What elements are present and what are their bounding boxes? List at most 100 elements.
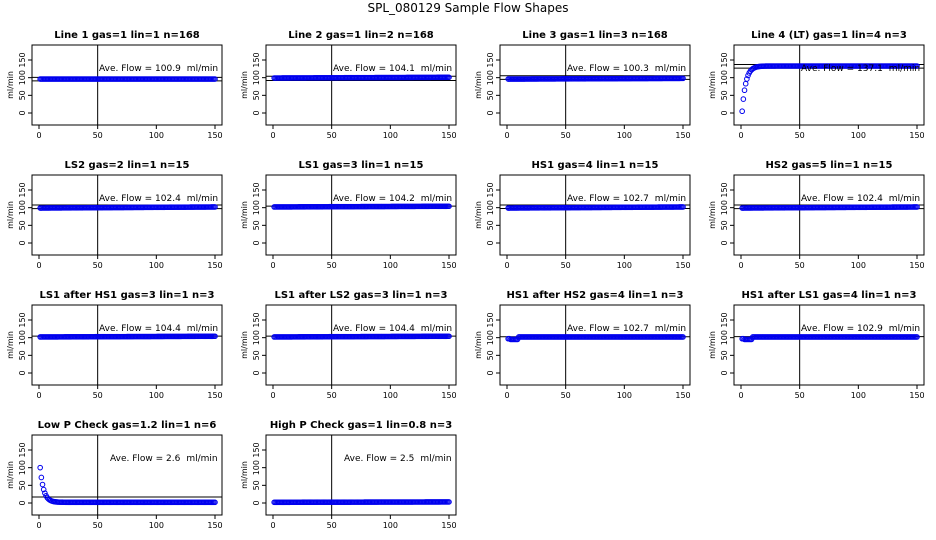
ave-flow-annotation: Ave. Flow = 102.9 ml/min (801, 324, 920, 334)
panel-title: LS1 after LS2 gas=3 lin=1 n=3 (274, 290, 447, 301)
ave-flow-unit: ml/min (889, 64, 920, 74)
data-series (505, 334, 686, 343)
y-tick-label: 150 (252, 442, 261, 457)
data-point (740, 96, 747, 102)
ave-flow-annotation: Ave. Flow = 104.1 ml/min (333, 64, 452, 74)
y-tick-label: 0 (486, 110, 495, 115)
x-tick-label: 0 (270, 131, 275, 140)
x-tick-label: 50 (561, 131, 571, 140)
panel-title: High P Check gas=1 lin=0.8 n=3 (270, 420, 452, 431)
ave-flow-value: 102.7 (623, 194, 649, 204)
data-series (37, 76, 218, 82)
y-axis-label: ml/min (708, 201, 717, 229)
y-tick-label: 150 (252, 182, 261, 197)
y-axis-label: ml/min (240, 461, 249, 489)
x-tick-label: 0 (504, 261, 509, 270)
y-tick-label: 50 (720, 90, 729, 100)
x-tick-label: 100 (617, 131, 632, 140)
ave-flow-unit: ml/min (421, 324, 452, 334)
panel-title: HS1 gas=4 lin=1 n=15 (532, 160, 659, 171)
data-point (742, 80, 749, 87)
y-tick-label: 100 (252, 70, 261, 85)
y-tick-label: 150 (18, 52, 27, 67)
chart-panel: Line 2 gas=1 lin=2 n=168 0 50 100 150 0 50 100 1… (240, 30, 457, 140)
ave-flow-unit: ml/min (187, 324, 218, 334)
plot-frame (265, 434, 457, 516)
x-tick-label: 0 (270, 261, 275, 270)
x-tick-label: 0 (36, 521, 41, 530)
y-tick-label: 100 (486, 200, 495, 215)
x-tick-label: 150 (909, 391, 924, 400)
y-tick-label: 0 (252, 240, 261, 245)
panel-title: Line 2 gas=1 lin=2 n=168 (288, 30, 434, 41)
ave-flow-annotation: Ave. Flow = 102.4 ml/min (801, 194, 920, 204)
panel-title: HS1 after HS2 gas=4 lin=1 n=3 (506, 290, 683, 301)
x-tick-label: 0 (504, 391, 509, 400)
x-tick-label: 50 (327, 391, 337, 400)
data-point (914, 334, 920, 340)
ave-flow-annotation: Ave. Flow = 2.5 ml/min (344, 454, 452, 464)
x-tick-label: 50 (795, 261, 805, 270)
y-tick-label: 150 (18, 182, 27, 197)
x-tick-label: 100 (851, 391, 866, 400)
data-series (739, 63, 920, 115)
x-tick-label: 150 (207, 131, 222, 140)
y-tick-label: 100 (18, 70, 27, 85)
panel-title: HS2 gas=5 lin=1 n=15 (766, 160, 893, 171)
panel-title: LS1 gas=3 lin=1 n=15 (299, 160, 424, 171)
y-tick-label: 0 (18, 500, 27, 505)
plot-frame (31, 174, 223, 256)
y-tick-label: 50 (486, 90, 495, 100)
chart-panel: Low P Check gas=1.2 lin=1 n=6 0 50 100 150 0 5… (6, 420, 223, 530)
x-tick-label: 150 (675, 131, 690, 140)
x-tick-label: 0 (36, 131, 41, 140)
data-point (739, 108, 745, 115)
x-tick-label: 0 (36, 391, 41, 400)
data-point (446, 203, 452, 210)
y-tick-label: 150 (720, 182, 729, 197)
ave-flow-annotation: Ave. Flow = 102.7 ml/min (567, 194, 686, 204)
x-tick-label: 100 (149, 261, 164, 270)
ave-flow-annotation: Ave. Flow = 137.1 ml/min (801, 64, 920, 74)
ave-flow-annotation: Ave. Flow = 102.4 ml/min (99, 194, 218, 204)
data-point (914, 204, 920, 210)
data-series (271, 203, 452, 210)
y-tick-label: 150 (720, 312, 729, 327)
y-tick-label: 50 (486, 350, 495, 360)
y-axis-label: ml/min (240, 71, 249, 99)
ave-flow-annotation: Ave. Flow = 100.9 ml/min (99, 64, 218, 74)
plot-frame (31, 44, 223, 126)
y-tick-label: 0 (486, 240, 495, 245)
y-tick-label: 50 (486, 220, 495, 230)
x-tick-label: 100 (149, 521, 164, 530)
chart-panel: Line 4 (LT) gas=1 lin=4 n=3 0 50 100 150 0 50 1… (708, 30, 925, 140)
x-tick-label: 50 (561, 261, 571, 270)
plot-frame (499, 174, 691, 256)
y-tick-label: 150 (252, 52, 261, 67)
y-axis-label: ml/min (6, 201, 15, 229)
plot-frame (499, 304, 691, 386)
ave-flow-annotation: Ave. Flow = 104.4 ml/min (99, 324, 218, 334)
y-axis-label: ml/min (474, 331, 483, 359)
y-axis-label: ml/min (6, 71, 15, 99)
panel-title: Low P Check gas=1.2 lin=1 n=6 (38, 420, 217, 431)
data-series (37, 204, 218, 211)
x-tick-label: 100 (149, 391, 164, 400)
y-tick-label: 50 (252, 350, 261, 360)
y-tick-label: 0 (252, 500, 261, 505)
x-tick-label: 50 (795, 131, 805, 140)
data-point (446, 333, 452, 340)
y-tick-label: 100 (252, 200, 261, 215)
panel-title: HS1 after LS1 gas=4 lin=1 n=3 (741, 290, 916, 301)
data-point (39, 481, 46, 488)
plot-frame (265, 304, 457, 386)
ave-flow-value: 137.1 (857, 64, 883, 74)
data-series (739, 204, 920, 211)
y-tick-label: 150 (486, 312, 495, 327)
y-axis-label: ml/min (708, 331, 717, 359)
ave-flow-annotation: Ave. Flow = 104.4 ml/min (333, 324, 452, 334)
y-tick-label: 0 (252, 370, 261, 375)
y-tick-label: 50 (720, 220, 729, 230)
data-point (212, 76, 218, 82)
